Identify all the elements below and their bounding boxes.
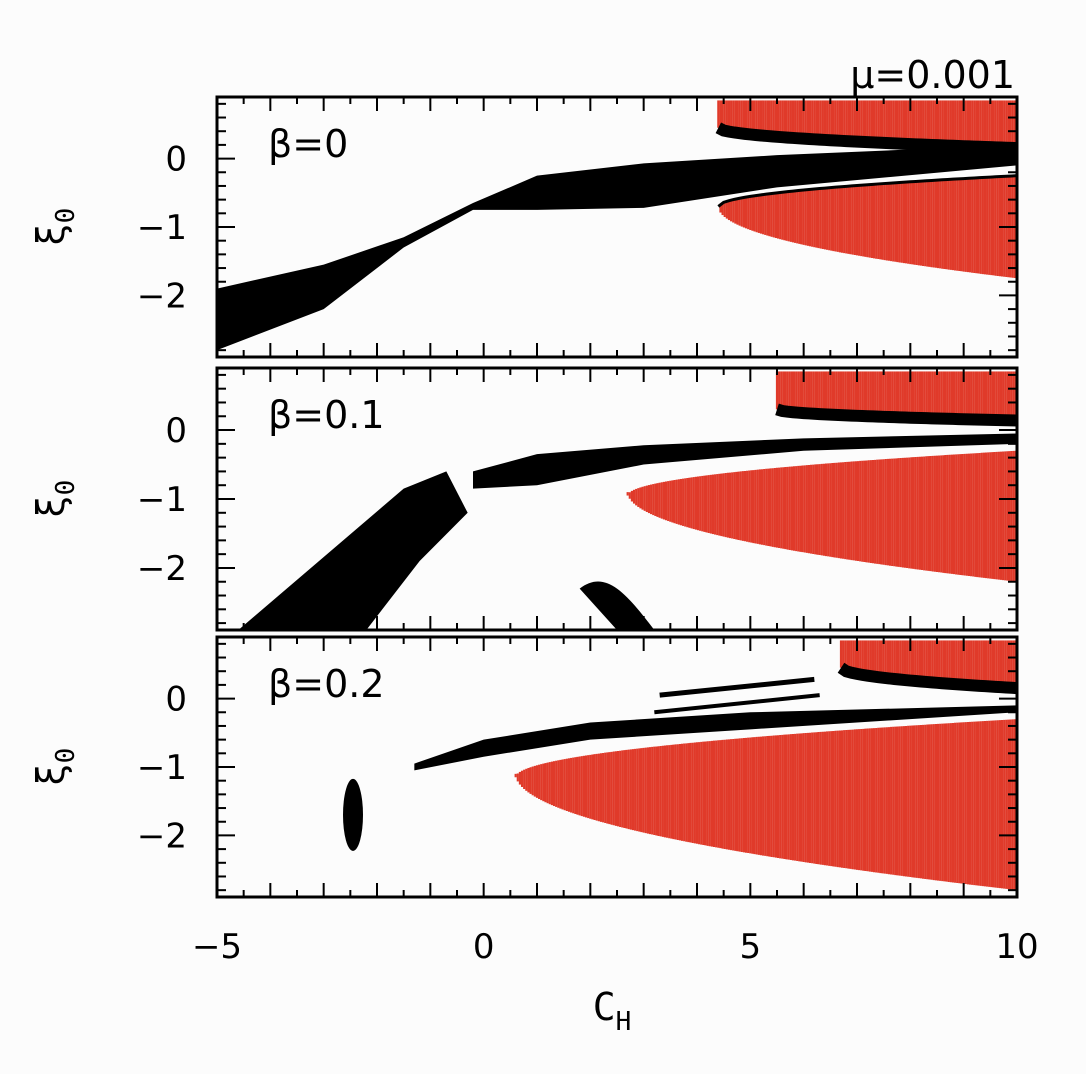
y-axis-label: ξ0 [29, 748, 81, 787]
panel-1: 0 −1 −2 β=0 [137, 95, 1019, 359]
y-tick-label: 0 [165, 680, 187, 720]
y-axis-label-sub: 0 [51, 480, 81, 496]
black-band [473, 433, 1017, 489]
y-axis-label-sub: 0 [51, 748, 81, 764]
black-edge-lower [717, 174, 1017, 208]
black-band [217, 144, 1017, 351]
y-axis-label: ξ0 [29, 480, 81, 519]
panel-label: β=0.2 [268, 662, 385, 706]
mu-label: μ=0.001 [850, 53, 1015, 97]
x-tick-label: 5 [740, 927, 762, 967]
y-tick-label: 0 [165, 140, 187, 180]
x-tick-label: 10 [995, 927, 1038, 967]
black-band [414, 705, 1017, 771]
x-tick-label: −5 [192, 927, 242, 967]
black-chaotic-region [579, 581, 655, 630]
y-axis-label: ξ0 [29, 208, 81, 247]
black-streak [659, 676, 815, 698]
panel-2: 0 −1 −2 β=0.1 [137, 366, 1019, 632]
black-edge-upper [775, 403, 1017, 427]
x-axis-label: CH [593, 985, 632, 1037]
black-edge-upper [715, 122, 1017, 155]
y-axis-label-sub: 0 [51, 208, 81, 224]
y-tick-label: −2 [137, 816, 187, 856]
black-island [343, 778, 363, 851]
panel-label: β=0 [268, 122, 348, 166]
y-tick-label: −1 [137, 208, 187, 248]
x-axis: −5 0 5 10 CH [192, 927, 1039, 1037]
x-tick-label: 0 [473, 927, 495, 967]
y-tick-label: −2 [137, 549, 187, 589]
y-tick-label: −1 [137, 480, 187, 520]
y-axis-labels: ξ0 ξ0 ξ0 [29, 208, 81, 787]
panel-3: 0 −1 −2 β=0.2 [137, 635, 1019, 899]
black-edge-upper [837, 662, 1017, 695]
y-tick-label: 0 [165, 411, 187, 451]
x-axis-label-sub: H [616, 1007, 632, 1037]
y-tick-label: −2 [137, 276, 187, 316]
black-streak [654, 693, 820, 715]
y-tick-label: −1 [137, 748, 187, 788]
panels-group: 0 −1 −2 β=0 0 −1 −2 β=0.1 0 −1 −2 β=0.2 [137, 95, 1019, 899]
black-chaotic-region [238, 471, 468, 630]
panel-label: β=0.1 [268, 393, 385, 437]
